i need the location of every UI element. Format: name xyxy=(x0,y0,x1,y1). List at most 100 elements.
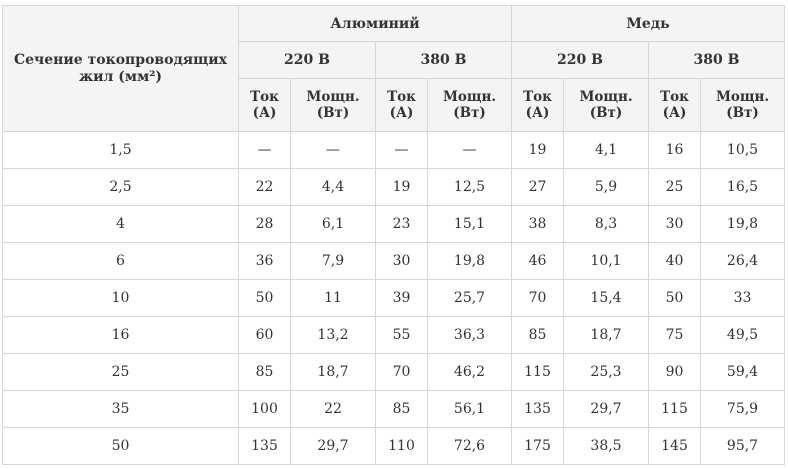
power-cell: 11 xyxy=(290,279,376,317)
power-cell: 4,4 xyxy=(290,168,376,206)
power-cell: 6,1 xyxy=(290,205,376,243)
power-cell: — xyxy=(290,131,376,169)
current-cell: — xyxy=(375,131,428,169)
section-column-header: Сечение токопроводящих жил (мм²) xyxy=(2,5,239,132)
power-cell: 13,2 xyxy=(290,316,376,354)
current-cell: 100 xyxy=(238,390,291,428)
current-cell: 115 xyxy=(648,390,702,428)
section-cell: 1,5 xyxy=(2,131,239,169)
cable-section-table: Сечение токопроводящих жил (мм²) Алюмини… xyxy=(2,5,786,465)
power-cell: 36,3 xyxy=(426,316,513,354)
current-header: Ток (А) xyxy=(511,78,565,132)
power-cell: 59,4 xyxy=(700,353,786,391)
table-row: 50 135 29,7 110 72,6 175 38,5 145 95,7 xyxy=(2,427,786,465)
power-cell: 12,5 xyxy=(426,168,513,206)
power-cell: 72,6 xyxy=(426,427,513,465)
table-row: 16 60 13,2 55 36,3 85 18,7 75 49,5 xyxy=(2,316,786,354)
current-header: Ток (А) xyxy=(375,78,428,132)
current-cell: 90 xyxy=(648,353,702,391)
current-cell: 22 xyxy=(238,168,291,206)
current-cell: 16 xyxy=(648,131,702,169)
power-header: Мощн. (Вт) xyxy=(700,78,786,132)
current-cell: 85 xyxy=(238,353,291,391)
current-cell: 30 xyxy=(648,205,702,243)
current-header: Ток (А) xyxy=(648,78,702,132)
section-cell: 25 xyxy=(2,353,239,391)
power-cell: 15,4 xyxy=(563,279,650,317)
section-cell: 6 xyxy=(2,242,239,280)
current-cell: 75 xyxy=(648,316,702,354)
section-cell: 2,5 xyxy=(2,168,239,206)
section-cell: 35 xyxy=(2,390,239,428)
power-cell: 19,8 xyxy=(700,205,786,243)
power-cell: 25,3 xyxy=(563,353,650,391)
current-cell: 19 xyxy=(375,168,428,206)
table-row: 35 100 22 85 56,1 135 29,7 115 75,9 xyxy=(2,390,786,428)
current-cell: 135 xyxy=(511,390,565,428)
current-cell: 27 xyxy=(511,168,565,206)
power-cell: 95,7 xyxy=(700,427,786,465)
table-row: 6 36 7,9 30 19,8 46 10,1 40 26,4 xyxy=(2,242,786,280)
power-cell: 25,7 xyxy=(426,279,513,317)
current-cell: 135 xyxy=(238,427,291,465)
current-cell: 85 xyxy=(511,316,565,354)
current-header: Ток (А) xyxy=(238,78,291,132)
current-cell: 38 xyxy=(511,205,565,243)
current-cell: 60 xyxy=(238,316,291,354)
section-cell: 4 xyxy=(2,205,239,243)
table-body: 1,5— — — —19 4,1 16 10,5 2,5 22 4,4 19 12,5 27 5,9 25 1… xyxy=(2,131,786,465)
current-cell: 30 xyxy=(375,242,428,280)
power-cell: 46,2 xyxy=(426,353,513,391)
current-cell: 36 xyxy=(238,242,291,280)
current-cell: 19 xyxy=(511,131,565,169)
current-cell: 115 xyxy=(511,353,565,391)
power-cell: 26,4 xyxy=(700,242,786,280)
power-cell: 49,5 xyxy=(700,316,786,354)
current-cell: — xyxy=(238,131,291,169)
current-cell: 25 xyxy=(648,168,702,206)
power-cell: 15,1 xyxy=(426,205,513,243)
power-cell: 4,1 xyxy=(563,131,650,169)
table-header: Сечение токопроводящих жил (мм²) Алюмини… xyxy=(2,5,786,132)
current-cell: 145 xyxy=(648,427,702,465)
copper-group-header: Медь xyxy=(511,5,786,42)
aluminum-220v-header: 220 В xyxy=(238,41,376,79)
current-cell: 70 xyxy=(375,353,428,391)
power-header: Мощн. (Вт) xyxy=(563,78,650,132)
power-cell: 19,8 xyxy=(426,242,513,280)
current-cell: 85 xyxy=(375,390,428,428)
current-cell: 70 xyxy=(511,279,565,317)
copper-220v-header: 220 В xyxy=(511,41,650,79)
current-cell: 39 xyxy=(375,279,428,317)
power-cell: 5,9 xyxy=(563,168,650,206)
current-cell: 175 xyxy=(511,427,565,465)
power-cell: 10,5 xyxy=(700,131,786,169)
aluminum-380v-header: 380 В xyxy=(374,41,513,79)
power-cell: 7,9 xyxy=(290,242,376,280)
copper-380v-header: 380 В xyxy=(648,41,786,79)
power-cell: 22 xyxy=(290,390,376,428)
aluminum-group-header: Алюминий xyxy=(237,5,513,42)
current-cell: 50 xyxy=(648,279,702,317)
current-cell: 55 xyxy=(375,316,428,354)
table-row: 2,5 22 4,4 19 12,5 27 5,9 25 16,5 xyxy=(2,168,786,206)
table-row: 25 85 18,7 70 46,2 115 25,3 90 59,4 xyxy=(2,353,786,391)
power-cell: 16,5 xyxy=(700,168,786,206)
section-cell: 50 xyxy=(2,427,239,465)
power-cell: 38,5 xyxy=(563,427,650,465)
power-cell: 18,7 xyxy=(563,316,650,354)
section-cell: 16 xyxy=(2,316,239,354)
current-cell: 46 xyxy=(511,242,565,280)
current-cell: 50 xyxy=(238,279,291,317)
current-cell: 23 xyxy=(375,205,428,243)
current-cell: 110 xyxy=(375,427,428,465)
table-row: 10 50 11 39 25,7 70 15,4 50 33 xyxy=(2,279,786,317)
power-cell: 75,9 xyxy=(700,390,786,428)
power-header: Мощн. (Вт) xyxy=(290,78,376,132)
table-row: 1,5— — — —19 4,1 16 10,5 xyxy=(2,131,786,169)
power-cell: 18,7 xyxy=(290,353,376,391)
power-header: Мощн. (Вт) xyxy=(426,78,513,132)
power-cell: 29,7 xyxy=(290,427,376,465)
power-cell: 33 xyxy=(700,279,786,317)
power-cell: 10,1 xyxy=(563,242,650,280)
